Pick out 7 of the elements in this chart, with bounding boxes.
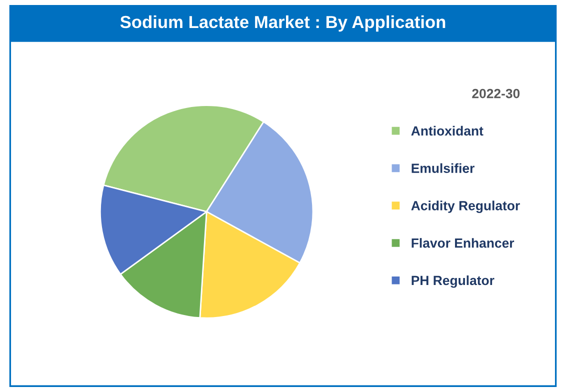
legend-label: PH Regulator (412, 275, 494, 288)
legend-title: 2022-30 (472, 88, 520, 98)
legend-label: Emulsifier (412, 163, 474, 173)
chart-title: Sodium Lactate Market : By Application (120, 15, 446, 32)
legend-label: Antioxidant (411, 126, 484, 136)
legend-label: Flavor Enhancer (412, 238, 514, 248)
legend-label: Acidity Regulator (411, 200, 520, 213)
